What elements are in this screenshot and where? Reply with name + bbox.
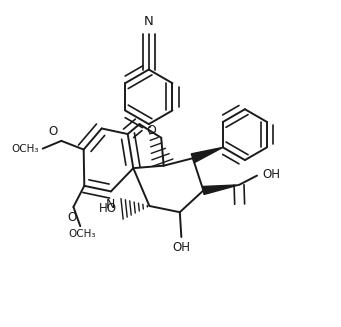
Text: O: O xyxy=(146,124,156,136)
Text: OCH₃: OCH₃ xyxy=(12,144,39,154)
Polygon shape xyxy=(203,185,239,195)
Text: HO: HO xyxy=(99,202,117,215)
Text: O: O xyxy=(48,125,58,138)
Text: N: N xyxy=(105,198,115,211)
Text: OCH₃: OCH₃ xyxy=(68,229,95,239)
Text: OH: OH xyxy=(263,168,281,181)
Text: O: O xyxy=(67,211,76,224)
Text: N: N xyxy=(144,15,154,28)
Polygon shape xyxy=(191,147,223,163)
Text: OH: OH xyxy=(172,241,190,254)
